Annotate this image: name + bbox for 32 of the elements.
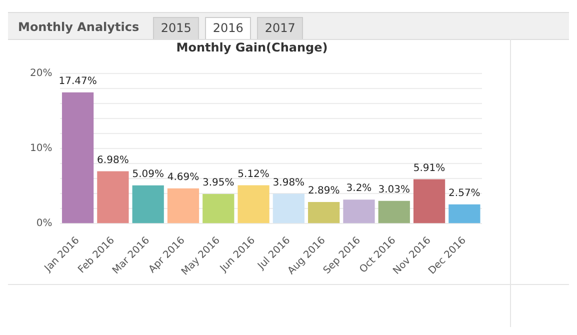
bar [202, 194, 234, 224]
data-label: 3.03% [378, 184, 410, 196]
bar [132, 185, 164, 224]
bar [378, 200, 410, 224]
y-tick-label: 10% [30, 143, 52, 154]
bar [238, 185, 270, 224]
data-label: 5.09% [132, 169, 164, 180]
bar [272, 194, 305, 224]
bar [413, 179, 446, 224]
text: 2015 [153, 17, 200, 39]
text: 2016 [205, 17, 252, 39]
data-label: 2.57% [448, 188, 480, 199]
data-label: 3.2% [346, 183, 372, 194]
bar [167, 188, 200, 224]
data-label: 5.91% [413, 162, 446, 174]
bar [62, 92, 94, 224]
y-tick-label: 20% [30, 68, 52, 79]
data-label: 2.89% [308, 186, 340, 197]
chart-title: Monthly Gain(Change) [176, 40, 328, 54]
data-label: 3.98% [272, 177, 305, 188]
data-label: 17.47% [58, 76, 97, 87]
bar [343, 200, 375, 224]
data-label: 4.69% [167, 172, 200, 184]
bar [97, 171, 129, 224]
bar [308, 202, 340, 224]
text: 2017 [257, 17, 304, 39]
data-label: 3.95% [202, 178, 234, 189]
data-label: 6.98% [97, 154, 129, 166]
bar [448, 204, 480, 224]
y-tick-label: 0% [36, 218, 52, 230]
text: Monthly Analytics [17, 20, 140, 36]
data-label: 5.12% [238, 168, 270, 180]
